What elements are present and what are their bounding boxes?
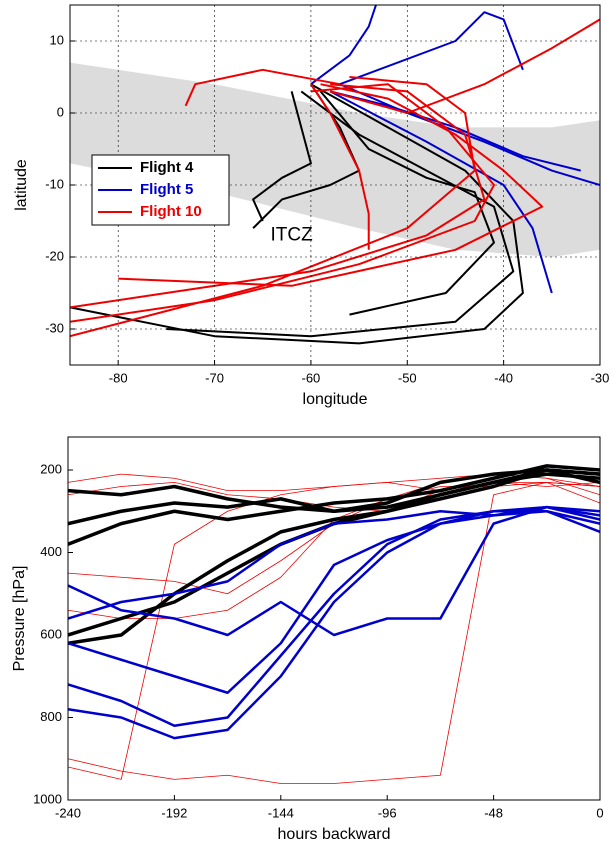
band-area bbox=[70, 62, 600, 257]
plot-frame bbox=[69, 4, 601, 366]
x-tick-label: -40 bbox=[494, 370, 513, 385]
series-line bbox=[68, 510, 600, 727]
series-line bbox=[68, 505, 600, 637]
series-line bbox=[68, 481, 600, 780]
series-line bbox=[68, 510, 600, 740]
y-tick-label: 600 bbox=[40, 626, 62, 641]
trajectory bbox=[70, 83, 524, 345]
trajectory bbox=[184, 68, 341, 107]
plot-frame bbox=[67, 436, 601, 801]
x-tick-label: -80 bbox=[109, 370, 128, 385]
series-line bbox=[68, 505, 600, 694]
trajectory bbox=[339, 83, 600, 186]
y-tick-label: 400 bbox=[40, 544, 62, 559]
y-tick-label: -20 bbox=[45, 248, 64, 263]
trajectory bbox=[319, 90, 495, 316]
y-tick-label: -30 bbox=[45, 320, 64, 335]
x-tick-label: -50 bbox=[398, 370, 417, 385]
trajectory bbox=[70, 83, 486, 309]
series-line bbox=[68, 468, 600, 645]
series-line bbox=[68, 472, 600, 637]
trajectory bbox=[252, 91, 312, 222]
x-tick-label: 0 bbox=[596, 805, 603, 820]
y-tick-label: 0 bbox=[57, 104, 64, 119]
band-label: ITCZ bbox=[271, 224, 314, 245]
series-line bbox=[68, 481, 600, 784]
x-tick-label: -144 bbox=[268, 805, 294, 820]
legend-label: Flight 4 bbox=[140, 159, 194, 176]
x-tick-label: -70 bbox=[205, 370, 224, 385]
y-tick-label: 200 bbox=[40, 461, 62, 476]
trajectory bbox=[310, 83, 370, 250]
trajectory bbox=[329, 18, 600, 114]
y-tick-label: 10 bbox=[50, 32, 64, 47]
y-axis-label: latitude bbox=[13, 159, 30, 211]
x-tick-label: -192 bbox=[161, 805, 187, 820]
trajectory bbox=[310, 5, 378, 86]
x-tick-label: -30 bbox=[591, 370, 610, 385]
legend-label: Flight 10 bbox=[140, 203, 202, 220]
plot-area bbox=[70, 5, 600, 345]
y-axis-label: Pressure [hPa] bbox=[11, 566, 28, 672]
y-tick-label: -10 bbox=[45, 176, 64, 191]
trajectory bbox=[118, 83, 544, 287]
y-tick-label: 1000 bbox=[33, 791, 62, 806]
trajectory bbox=[70, 83, 495, 323]
trajectory bbox=[70, 76, 476, 338]
series-line bbox=[68, 468, 600, 526]
x-axis-label: longitude bbox=[303, 391, 368, 408]
legend-label: Flight 5 bbox=[140, 181, 193, 198]
x-tick-label: -48 bbox=[484, 805, 503, 820]
x-axis-label: hours backward bbox=[278, 826, 391, 843]
series-line bbox=[68, 481, 600, 512]
trajectory bbox=[339, 11, 524, 86]
x-tick-label: -96 bbox=[378, 805, 397, 820]
x-tick-label: -240 bbox=[55, 805, 81, 820]
y-tick-label: 800 bbox=[40, 709, 62, 724]
trajectory bbox=[166, 90, 515, 338]
trajectory bbox=[252, 83, 361, 229]
plot-area bbox=[68, 464, 600, 784]
series-line bbox=[68, 505, 600, 620]
x-tick-label: -60 bbox=[302, 370, 321, 385]
